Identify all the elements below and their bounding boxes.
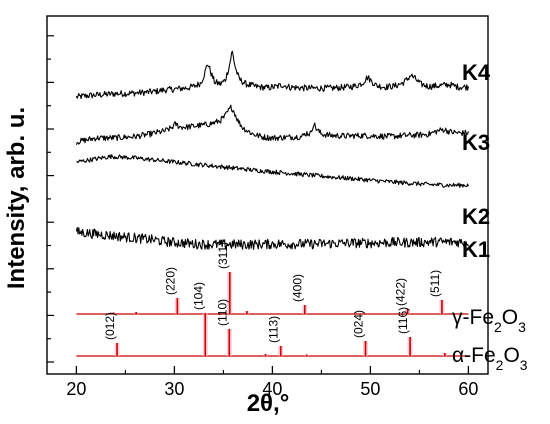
- x-axis-title: 2θ,°: [247, 390, 290, 417]
- hkl-label: (110): [215, 299, 229, 326]
- y-axis-title: Intensity, arb. u.: [3, 107, 30, 289]
- hkl-label: (311): [216, 242, 230, 269]
- hkl-label: (511): [428, 270, 442, 297]
- hkl-label: (113): [267, 316, 281, 343]
- reference-label-alpha: α-Fe2O3: [452, 344, 528, 373]
- hkl-label: (024): [352, 310, 366, 338]
- sample-traces: [75, 50, 469, 250]
- series-line-k3: [75, 104, 469, 145]
- series-label-k4: K4: [462, 60, 491, 85]
- series-line-k1: [75, 226, 469, 250]
- x-tick-label: 30: [164, 379, 184, 399]
- series-line-k4: [75, 50, 469, 100]
- x-tick-label: 60: [458, 379, 478, 399]
- hkl-label: (104): [191, 282, 205, 310]
- series-label-k1: K1: [462, 237, 490, 262]
- x-axis: 20 30 40 50 60: [66, 366, 478, 399]
- reference-label-gamma: γ-Fe2O3: [452, 306, 526, 335]
- hkl-label: (422): [394, 278, 408, 306]
- hkl-label: (220): [163, 267, 177, 295]
- series-line-k2: [76, 154, 469, 188]
- x-tick-label: 40: [262, 379, 282, 399]
- y-axis: [47, 35, 54, 363]
- hkl-label: (116): [396, 307, 410, 334]
- hkl-label: (400): [291, 274, 305, 302]
- hkl-label: (012): [103, 312, 117, 340]
- plot-frame: [46, 15, 489, 375]
- x-tick-label: 50: [360, 379, 380, 399]
- reference-patterns: (220) (311) (400) (422) (511) (012) (104) (110)…: [76, 242, 469, 357]
- x-tick-label: 20: [66, 379, 86, 399]
- series-label-k2: K2: [462, 204, 490, 229]
- series-label-k3: K3: [462, 130, 490, 155]
